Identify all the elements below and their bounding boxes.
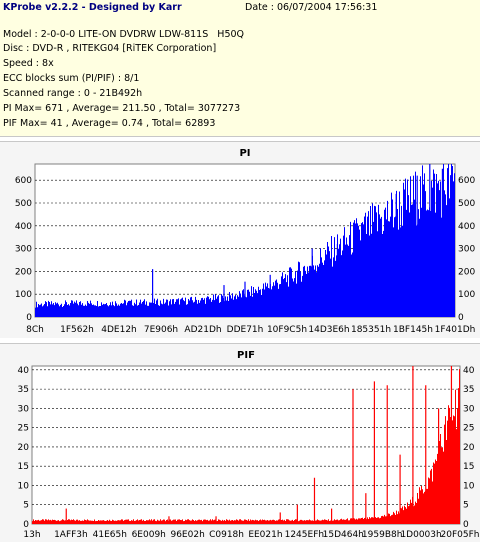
scan-date: Date : 06/07/2004 17:56:31 <box>245 2 378 13</box>
pif-x-tick-label: EE021h <box>248 530 282 540</box>
drive-model: Model : 2-0-0-0 LITE-ON DVDRW LDW-811S H… <box>3 29 245 40</box>
pif-x-tick-label: 96E02h <box>170 530 204 540</box>
pi-x-tick-label: 185351h <box>351 325 391 335</box>
pif-x-tick-label: 1245EFh <box>285 530 324 540</box>
pi-y-tick-label-right: 300 <box>458 245 475 255</box>
pif-y-tick-label-right: 20 <box>463 443 475 453</box>
pi-y-tick-label-right: 400 <box>458 222 475 232</box>
pif-y-tick-label-right: 15 <box>463 462 474 472</box>
pi-y-tick-label: 500 <box>15 199 32 209</box>
app-title: KProbe v2.2.2 - Designed by Karr <box>3 2 182 13</box>
pif-x-tick-label: 20F05Fh <box>441 530 480 540</box>
pif-x-tick-label: 1959B8h <box>362 530 403 540</box>
pi-y-tick-label-right: 100 <box>458 290 475 300</box>
pi-chart-panel: PI 0 0 100 100 200 200 300 300 400 400 500 500 600 600… <box>0 141 480 338</box>
pif-chart: PIF 0 0 5 5 10 10 15 15 20 20 25 25 30 30 35 35 40 40 13h 1A… <box>18 350 480 540</box>
pif-y-tick-label: 40 <box>18 366 30 376</box>
pif-y-tick-label: 30 <box>18 404 30 414</box>
pif-y-tick-label-right: 5 <box>463 501 469 511</box>
pif-y-tick-label-right: 10 <box>463 481 475 491</box>
pi-y-tick-label-right: 0 <box>458 313 464 323</box>
pif-x-tick-label: C0918h <box>209 530 244 540</box>
pi-x-tick-label: AD21Dh <box>184 325 221 335</box>
pi-x-tick-label: 7E906h <box>144 325 178 335</box>
pif-chart-panel: PIF 0 0 5 5 10 10 15 15 20 20 25 25 30 30 35 35 40 40 13h 1A… <box>0 343 480 542</box>
pi-summary: PI Max= 671 , Average= 211.50 , Total= 3… <box>3 103 241 114</box>
pi-x-tick-label: 14D3E6h <box>308 325 349 335</box>
pi-y-tick-label: 300 <box>15 245 32 255</box>
scanned-range: Scanned range : 0 - 21B492h <box>3 88 143 99</box>
pi-x-tick-label: 8Ch <box>26 325 44 335</box>
pi-y-tick-label: 600 <box>15 176 32 186</box>
pi-y-tick-label: 100 <box>15 290 32 300</box>
scan-speed: Speed : 8x <box>3 58 54 69</box>
pi-y-tick-label-right: 600 <box>458 176 475 186</box>
pif-y-tick-label: 0 <box>23 520 29 530</box>
pif-y-tick-label: 10 <box>18 481 30 491</box>
pi-chart-title: PI <box>239 148 250 159</box>
pif-summary: PIF Max= 41 , Average= 0.74 , Total= 628… <box>3 118 216 129</box>
pif-plot-area <box>31 365 461 525</box>
pif-y-tick-label: 20 <box>18 443 30 453</box>
pif-y-tick-label-right: 40 <box>463 366 475 376</box>
pi-x-tick-label: 1F562h <box>60 325 94 335</box>
pi-x-tick-label: 1BF145h <box>393 325 433 335</box>
pi-x-tick-label: DDE71h <box>227 325 264 335</box>
disc-info: Disc : DVD-R , RITEKG04 [RiTEK Corporati… <box>3 43 217 54</box>
pif-y-tick-label-right: 25 <box>463 424 474 434</box>
pi-x-tick-label: 10F9C5h <box>267 325 307 335</box>
pif-y-tick-label: 25 <box>18 424 29 434</box>
pif-y-tick-label: 15 <box>18 462 29 472</box>
pi-y-tick-label: 200 <box>15 267 32 277</box>
pif-x-tick-label: 1D0003h <box>400 530 441 540</box>
pi-y-tick-label-right: 500 <box>458 199 475 209</box>
pi-y-tick-label-right: 200 <box>458 267 475 277</box>
pi-y-tick-label: 0 <box>26 313 32 323</box>
pif-x-tick-label: 13h <box>23 530 40 540</box>
pi-x-tick-label: 1F401Dh <box>435 325 476 335</box>
pif-x-tick-label: 41E65h <box>93 530 127 540</box>
pi-chart: PI 0 0 100 100 200 200 300 300 400 400 500 500 600 600… <box>15 148 476 335</box>
pi-x-tick-label: 4DE12h <box>101 325 137 335</box>
ecc-blocks: ECC blocks sum (PI/PIF) : 8/1 <box>3 73 140 84</box>
pif-y-tick-label-right: 35 <box>463 385 474 395</box>
pif-x-tick-label: 15D464h <box>323 530 364 540</box>
pif-y-tick-label: 5 <box>23 501 29 511</box>
pif-x-tick-label: 6E009h <box>132 530 166 540</box>
pif-y-tick-label-right: 0 <box>463 520 469 530</box>
pif-y-tick-label: 35 <box>18 385 29 395</box>
scan-info-panel: KProbe v2.2.2 - Designed by Karr Date : … <box>0 0 480 137</box>
pif-y-tick-label-right: 30 <box>463 404 475 414</box>
pi-y-tick-label: 400 <box>15 222 32 232</box>
pif-x-tick-label: 1AFF3h <box>54 530 88 540</box>
pif-chart-title: PIF <box>237 350 255 361</box>
